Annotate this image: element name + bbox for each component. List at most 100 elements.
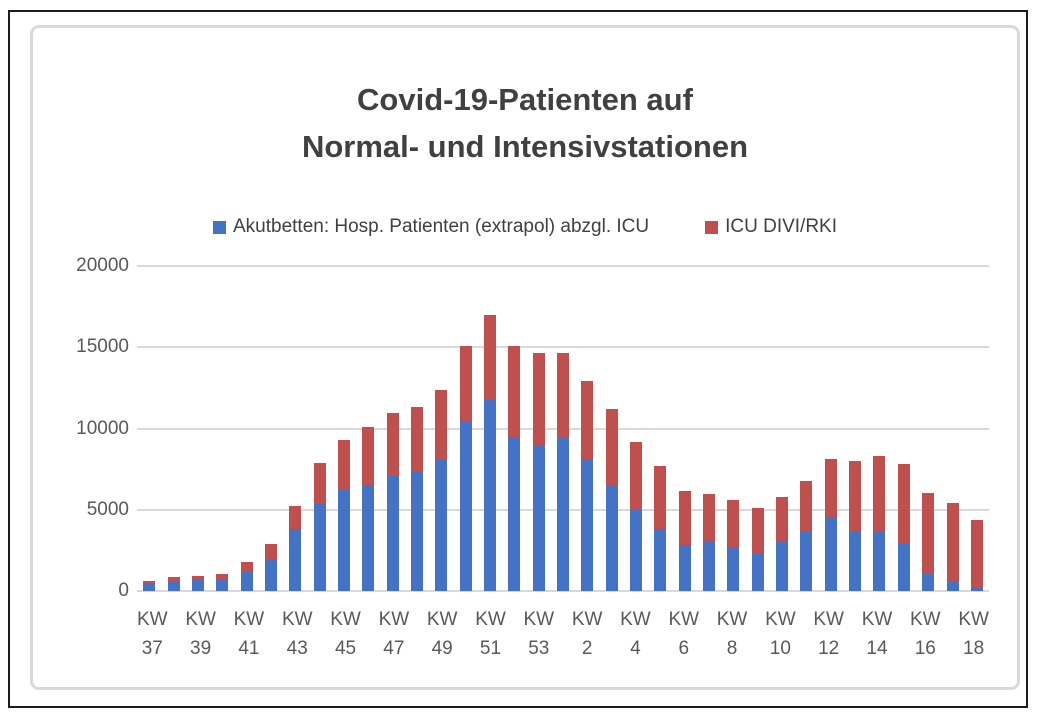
segment-icu-kw-44 bbox=[313, 463, 326, 504]
segment-akutbetten-kw-13 bbox=[849, 530, 862, 591]
segment-icu-kw-7 bbox=[703, 493, 716, 542]
segment-akutbetten-kw-45 bbox=[337, 490, 350, 591]
bar-kw-44 bbox=[313, 266, 326, 591]
chart-container: Covid-19-Patienten auf Normal- und Inten… bbox=[30, 25, 1020, 690]
bar-slot-kw-9 bbox=[746, 266, 770, 591]
segment-icu-kw-39 bbox=[191, 575, 204, 581]
bar-kw-11 bbox=[800, 266, 813, 591]
x-tick-empty bbox=[796, 605, 814, 663]
x-axis-labels: KW 37 KW 39 KW 41 KW 43 KW 45 KW 47 KW 49 KW 51 KW 53 KW 2 K… bbox=[137, 605, 989, 663]
bar-slot-kw-7 bbox=[697, 266, 721, 591]
bar-kw-52 bbox=[508, 266, 521, 591]
legend-label-icu: ICU DIVI/RKI bbox=[725, 216, 837, 237]
bar-kw-1 bbox=[557, 266, 570, 591]
segment-icu-kw-42 bbox=[264, 543, 277, 560]
segment-icu-kw-2 bbox=[581, 381, 594, 459]
bar-kw-48 bbox=[410, 266, 423, 591]
bar-slot-kw-52 bbox=[502, 266, 526, 591]
y-tick-20000: 20000 bbox=[76, 255, 129, 276]
y-tick-10000: 10000 bbox=[76, 417, 129, 439]
x-tick-week-number: 6 bbox=[678, 638, 690, 659]
x-tick-prefix: KW bbox=[233, 609, 265, 630]
bar-slot-kw-4 bbox=[624, 266, 648, 591]
bar-kw-53 bbox=[532, 266, 545, 591]
segment-icu-kw-10 bbox=[776, 496, 789, 543]
bar-kw-40 bbox=[216, 266, 229, 591]
segment-icu-kw-41 bbox=[240, 561, 253, 573]
x-tick-kw-45: KW 45 bbox=[330, 605, 361, 663]
x-tick-week-number: 2 bbox=[581, 638, 593, 659]
x-tick-empty bbox=[216, 605, 234, 663]
x-tick-week-number: 14 bbox=[866, 638, 888, 659]
segment-akutbetten-kw-52 bbox=[508, 436, 521, 591]
bar-slot-kw-3 bbox=[600, 266, 624, 591]
bar-kw-12 bbox=[824, 266, 837, 591]
segment-akutbetten-kw-48 bbox=[410, 472, 423, 591]
x-tick-week-number: 4 bbox=[630, 638, 641, 659]
x-tick-kw-37: KW 37 bbox=[137, 605, 168, 663]
bar-slot-kw-43 bbox=[283, 266, 307, 591]
x-tick-prefix: KW bbox=[861, 609, 893, 630]
x-tick-kw-14: KW 14 bbox=[862, 605, 893, 663]
bar-kw-43 bbox=[289, 266, 302, 591]
segment-akutbetten-kw-7 bbox=[703, 541, 716, 591]
x-tick-prefix: KW bbox=[281, 609, 313, 630]
segment-akutbetten-kw-6 bbox=[678, 544, 691, 591]
x-tick-prefix: KW bbox=[668, 609, 700, 630]
y-tick-5000: 5000 bbox=[86, 498, 129, 520]
bar-kw-49 bbox=[435, 266, 448, 591]
x-tick-week-number: 12 bbox=[818, 638, 840, 659]
segment-icu-kw-49 bbox=[435, 389, 448, 461]
bar-slot-kw-16 bbox=[916, 266, 940, 591]
slide-border bbox=[8, 10, 1028, 708]
segment-akutbetten-kw-39 bbox=[191, 580, 204, 591]
segment-akutbetten-kw-5 bbox=[654, 529, 667, 591]
x-tick-empty bbox=[313, 605, 331, 663]
x-tick-empty bbox=[168, 605, 186, 663]
segment-icu-kw-13 bbox=[849, 461, 862, 531]
x-tick-prefix: KW bbox=[716, 609, 748, 630]
bar-kw-42 bbox=[264, 266, 277, 591]
bar-slot-kw-41 bbox=[234, 266, 258, 591]
bar-slot-kw-1 bbox=[551, 266, 575, 591]
segment-icu-kw-40 bbox=[216, 573, 229, 580]
bar-kw-17 bbox=[946, 266, 959, 591]
segment-akutbetten-kw-46 bbox=[362, 484, 375, 591]
bar-kw-3 bbox=[605, 266, 618, 591]
x-tick-prefix: KW bbox=[571, 609, 603, 630]
bar-kw-10 bbox=[776, 266, 789, 591]
x-tick-kw-41: KW 41 bbox=[234, 605, 265, 663]
x-tick-empty bbox=[699, 605, 717, 663]
bar-kw-51 bbox=[483, 266, 496, 591]
bar-kw-38 bbox=[167, 266, 180, 591]
x-tick-week-number: 16 bbox=[914, 638, 936, 659]
x-tick-week-number: 53 bbox=[528, 638, 550, 659]
bar-kw-14 bbox=[873, 266, 886, 591]
x-tick-week-number: 37 bbox=[141, 638, 163, 659]
segment-akutbetten-kw-10 bbox=[776, 542, 789, 591]
segment-icu-kw-50 bbox=[459, 345, 472, 422]
x-tick-prefix: KW bbox=[620, 609, 651, 630]
x-tick-week-number: 49 bbox=[431, 638, 453, 659]
x-tick-prefix: KW bbox=[523, 609, 555, 630]
segment-akutbetten-kw-51 bbox=[483, 399, 496, 591]
bar-slot-kw-38 bbox=[161, 266, 185, 591]
bar-slot-kw-10 bbox=[770, 266, 794, 591]
x-tick-week-number: 43 bbox=[286, 638, 308, 659]
chart-title-line-2: Normal- und Intensivstationen bbox=[301, 129, 749, 164]
segment-akutbetten-kw-37 bbox=[143, 583, 156, 591]
x-tick-empty bbox=[747, 605, 765, 663]
bar-slot-kw-5 bbox=[648, 266, 672, 591]
bar-slot-kw-46 bbox=[356, 266, 380, 591]
y-tick-0: 0 bbox=[118, 580, 129, 601]
x-tick-prefix: KW bbox=[475, 609, 506, 630]
bar-slot-kw-47 bbox=[380, 266, 404, 591]
x-tick-empty bbox=[941, 605, 959, 663]
bar-kw-7 bbox=[703, 266, 716, 591]
segment-akutbetten-kw-44 bbox=[313, 503, 326, 591]
bar-kw-6 bbox=[678, 266, 691, 591]
x-tick-kw-12: KW 12 bbox=[813, 605, 844, 663]
segment-akutbetten-kw-43 bbox=[289, 529, 302, 591]
chart-title: Covid-19-Patienten auf Normal- und Inten… bbox=[33, 76, 1017, 170]
bar-kw-5 bbox=[654, 266, 667, 591]
